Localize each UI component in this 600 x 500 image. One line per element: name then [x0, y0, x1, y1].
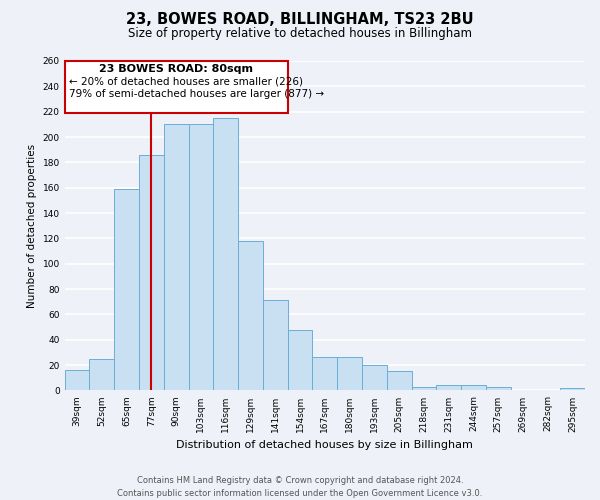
Text: Contains HM Land Registry data © Crown copyright and database right 2024.
Contai: Contains HM Land Registry data © Crown c…	[118, 476, 482, 498]
Bar	[263, 300, 287, 390]
Text: 79% of semi-detached houses are larger (877) →: 79% of semi-detached houses are larger (…	[69, 89, 324, 99]
Bar	[287, 330, 313, 390]
Bar	[89, 359, 114, 390]
Y-axis label: Number of detached properties: Number of detached properties	[27, 144, 37, 308]
Bar	[238, 241, 263, 390]
Bar	[114, 189, 139, 390]
Bar	[164, 124, 188, 390]
Bar	[486, 386, 511, 390]
Text: 23, BOWES ROAD, BILLINGHAM, TS23 2BU: 23, BOWES ROAD, BILLINGHAM, TS23 2BU	[126, 12, 474, 28]
Text: Size of property relative to detached houses in Billingham: Size of property relative to detached ho…	[128, 28, 472, 40]
Bar	[461, 386, 486, 390]
Bar	[65, 370, 89, 390]
Bar	[313, 358, 337, 390]
Bar	[412, 386, 436, 390]
Text: 23 BOWES ROAD: 80sqm: 23 BOWES ROAD: 80sqm	[100, 64, 253, 74]
Bar	[362, 365, 387, 390]
Bar	[188, 124, 214, 390]
X-axis label: Distribution of detached houses by size in Billingham: Distribution of detached houses by size …	[176, 440, 473, 450]
Text: ← 20% of detached houses are smaller (226): ← 20% of detached houses are smaller (22…	[69, 76, 303, 86]
Bar	[337, 358, 362, 390]
Bar	[139, 155, 164, 390]
Bar	[560, 388, 585, 390]
Bar	[214, 118, 238, 390]
Bar	[387, 372, 412, 390]
Bar	[436, 386, 461, 390]
Bar	[65, 61, 287, 113]
